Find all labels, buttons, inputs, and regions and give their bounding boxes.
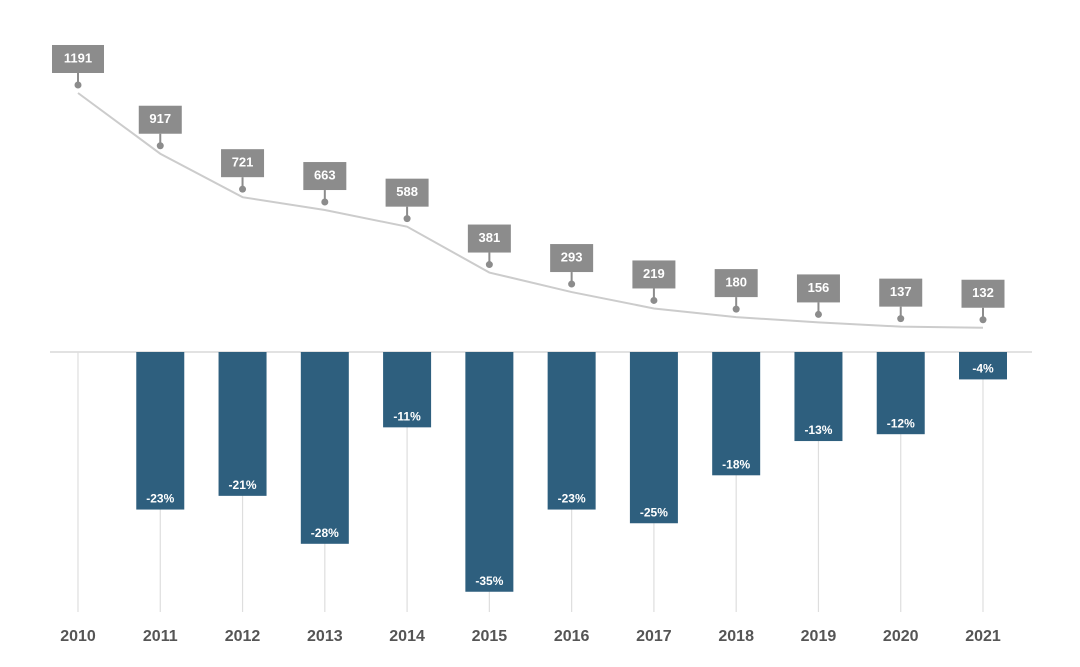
value-label: 588 [396,184,418,199]
bar [547,352,596,510]
value-label: 219 [643,266,665,281]
x-tick-label: 2013 [307,628,343,645]
x-tick-label: 2012 [225,628,261,645]
bar [300,352,349,544]
value-label: 180 [725,275,747,290]
value-box [961,279,1005,308]
x-tick-label: 2015 [472,628,508,645]
value-label: 132 [972,285,994,300]
value-label: 721 [232,155,254,170]
bar-value-label: -21% [229,478,257,492]
point [321,198,329,206]
point [156,142,164,150]
value-box [303,162,347,191]
value-box [221,149,265,178]
value-label: 156 [808,280,830,295]
x-tick-label: 2016 [554,628,590,645]
point [732,305,740,313]
point [568,280,576,288]
x-tick-label: 2018 [718,628,754,645]
value-box [632,260,676,289]
x-tick-label: 2010 [60,628,96,645]
point [485,261,493,269]
value-box [52,44,104,73]
point [650,296,658,304]
x-tick-label: 2017 [636,628,672,645]
value-box [138,105,182,134]
value-box [550,244,594,273]
x-tick-label: 2021 [965,628,1001,645]
bar-value-label: -18% [722,457,750,471]
bar-value-label: -12% [887,416,915,430]
x-tick-label: 2019 [801,628,837,645]
value-label: 663 [314,167,336,182]
point [74,81,82,89]
bar-value-label: -28% [311,526,339,540]
value-box [714,269,758,298]
bar [794,352,843,442]
value-label: 293 [561,249,583,264]
bar-value-label: -13% [804,423,832,437]
bar [218,352,267,496]
value-box [796,274,840,303]
value-box [467,224,511,253]
bar [876,352,925,435]
point [979,316,987,324]
bar-value-label: -25% [640,505,668,519]
x-tick-label: 2011 [143,628,178,645]
bar-value-label: -23% [558,492,586,506]
bar-value-label: -4% [972,362,994,376]
bar-value-label: -11% [393,410,421,424]
bar-value-label: -23% [146,492,174,506]
bar [629,352,678,524]
value-box [879,278,923,307]
point [814,310,822,318]
bar [383,352,432,428]
point [239,185,247,193]
value-box [385,178,429,207]
x-tick-label: 2014 [389,628,425,645]
point [403,215,411,223]
bar [465,352,514,592]
bar [136,352,185,510]
point [897,315,905,323]
trend-line [77,92,984,329]
value-label: 137 [890,284,912,299]
value-label: 1191 [64,50,92,65]
value-label: 381 [479,230,501,245]
x-tick-label: 2020 [883,628,919,645]
bar-value-label: -35% [475,574,503,588]
bar [959,352,1007,380]
value-label: 917 [149,111,171,126]
bar [712,352,761,476]
